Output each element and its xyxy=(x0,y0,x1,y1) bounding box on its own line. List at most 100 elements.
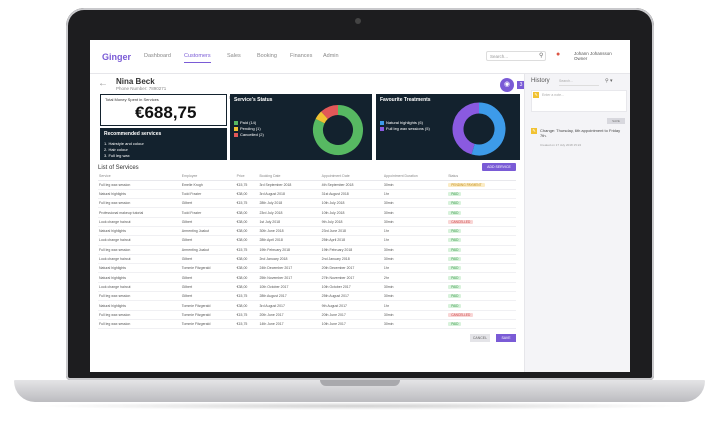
donut-slice xyxy=(452,102,480,155)
table-row[interactable]: Natural highlights Tommie Fitzgerald €38,0… xyxy=(98,263,516,274)
table-cell: €15,75 xyxy=(235,245,259,255)
nav-finances[interactable]: Finances xyxy=(290,53,313,59)
table-row[interactable]: Professional makeup tutorial Todd Frazier… xyxy=(98,207,516,218)
table-row[interactable]: Natural highlights Tommie Fitzgerald €38,0… xyxy=(98,300,516,311)
table-cell: PENDING PAYMENT xyxy=(447,180,516,190)
table-row[interactable]: Look change haircut Gilbert €38,00 1st July… xyxy=(98,217,516,228)
table-row[interactable]: Look change haircut Gilbert €38,00 28th Apr… xyxy=(98,235,516,246)
history-search-icon[interactable]: ⚲ ▾ xyxy=(605,78,613,84)
table-cell: Tommie Fitzgerald xyxy=(180,300,236,311)
table-cell: PAID xyxy=(447,300,516,311)
table-cell: Natural highlights xyxy=(98,226,181,237)
history-search-input[interactable]: Search... xyxy=(559,79,599,86)
table-cell: Emelie Krogh xyxy=(180,180,236,190)
nav-booking[interactable]: Booking xyxy=(257,53,277,59)
cancel-button[interactable]: CANCEL xyxy=(470,334,490,342)
history-note-input[interactable]: ✎ Enter a note... xyxy=(531,90,627,112)
legend-swatch xyxy=(380,126,384,131)
note-icon: ✎ xyxy=(533,92,539,98)
status-badge: PAID xyxy=(448,257,462,262)
table-cell: Natural highlights xyxy=(98,189,181,200)
save-button[interactable]: SAVE xyxy=(496,334,516,342)
favourite-treatments-card: Favourite Treatments Natural highlights … xyxy=(376,94,520,160)
table-cell: PAID xyxy=(447,245,516,255)
table-cell: €38,00 xyxy=(235,235,259,246)
nav-sales[interactable]: Sales xyxy=(227,53,241,59)
table-cell: 30th June 2018 xyxy=(258,226,321,237)
table-row[interactable]: Full leg wax session Tommie Fitzgerald €15… xyxy=(98,310,516,320)
column-header[interactable]: Appointment Duration xyxy=(382,173,448,181)
table-cell: 1hr xyxy=(382,189,448,200)
column-header[interactable]: Price xyxy=(235,173,259,181)
table-cell: 10th July 2018 xyxy=(320,207,383,218)
search-icon[interactable]: ⚲ xyxy=(539,53,544,59)
donut-slice xyxy=(321,105,339,120)
table-cell: 20th December 2017 xyxy=(320,263,383,274)
status-badge: PAID xyxy=(448,284,462,289)
table-row[interactable]: Look change haircut Gilbert €38,00 10th Oct… xyxy=(98,282,516,293)
donut-slice xyxy=(313,105,363,155)
table-cell: Natural highlights xyxy=(98,272,181,283)
nav-dashboard[interactable]: Dashboard xyxy=(144,53,171,59)
table-cell: 1hr xyxy=(382,300,448,311)
table-cell: 28th August 2017 xyxy=(258,291,321,302)
table-cell: 1hr xyxy=(382,226,448,237)
table-cell: 23rd July 2018 xyxy=(258,207,321,218)
table-cell: €15,75 xyxy=(235,319,259,330)
table-row[interactable]: Full leg wax session Gilbert €15,75 28th Au… xyxy=(98,291,516,302)
legend-label: Pending (1) xyxy=(240,126,261,131)
column-header[interactable]: Service xyxy=(98,173,181,181)
basket-button[interactable]: ◉ xyxy=(500,78,514,92)
basket-count-badge: 3 xyxy=(517,81,525,89)
service-status-title: Service's Status xyxy=(234,97,273,103)
add-service-button[interactable]: ADD SERVICE xyxy=(482,163,516,171)
back-arrow-icon[interactable]: ← xyxy=(98,78,108,89)
history-entry-date: Created on 17 July 2018 15:24 xyxy=(540,143,582,147)
column-header[interactable]: Employee xyxy=(180,173,236,181)
table-row[interactable]: Full leg wax session Gilbert €15,75 28th Ju… xyxy=(98,198,516,209)
table-row[interactable]: Natural highlights Armenting Joakut €38,00… xyxy=(98,226,516,237)
note-placeholder: Enter a note... xyxy=(542,93,564,97)
column-header[interactable]: Status xyxy=(447,173,516,181)
table-cell: PAID xyxy=(447,207,516,218)
table-row[interactable]: Full leg wax session Armenting Joakut €15,… xyxy=(98,245,516,255)
notification-bell-icon[interactable]: ● xyxy=(556,51,561,58)
table-row[interactable]: Natural highlights Gilbert €38,00 25th Nove… xyxy=(98,272,516,283)
app-screen: Ginger Dashboard Customers Sales Booking… xyxy=(90,40,630,372)
nav-customers[interactable]: Customers xyxy=(184,53,211,63)
status-badge: PENDING PAYMENT xyxy=(448,182,485,187)
global-search-input[interactable]: Search... xyxy=(486,51,546,61)
table-cell: 1hr xyxy=(382,235,448,246)
service-status-donut-chart xyxy=(313,105,363,155)
table-row[interactable]: Full leg wax session Tommie Fitzgerald €15… xyxy=(98,319,516,330)
table-cell: 1hr xyxy=(382,263,448,274)
table-cell: €38,00 xyxy=(235,272,259,283)
table-cell: 30min xyxy=(382,180,448,190)
table-cell: 28th July 2018 xyxy=(258,198,321,209)
services-list-title: List of Services xyxy=(98,165,139,171)
table-cell: €15,75 xyxy=(235,310,259,320)
nav-admin[interactable]: Admin xyxy=(323,53,339,59)
table-cell: 20th June 2017 xyxy=(258,310,321,320)
column-header[interactable]: Booking Date xyxy=(258,173,321,181)
table-cell: 10th October 2017 xyxy=(320,282,383,293)
table-row[interactable]: Natural highlights Todd Frazier €38,00 3rd … xyxy=(98,189,516,200)
history-save-button[interactable]: SAVE xyxy=(607,118,625,124)
table-row[interactable]: Look change haircut Gilbert €38,00 2nd Janu… xyxy=(98,254,516,265)
legend-full-leg-wax: Full leg wax sessions (5) xyxy=(380,126,430,131)
total-spent-label: Total Money Spent in Services xyxy=(105,97,159,102)
table-cell: Tommie Fitzgerald xyxy=(180,319,236,330)
column-header[interactable]: Appointment Date xyxy=(320,173,383,181)
app-logo[interactable]: Ginger xyxy=(102,52,132,62)
table-cell: PAID xyxy=(447,235,516,246)
laptop-base xyxy=(14,380,705,402)
table-cell: 30min xyxy=(382,254,448,265)
table-row[interactable]: Full leg wax session Emelie Krogh €15,75 3r… xyxy=(98,180,516,190)
table-cell: 25th August 2017 xyxy=(320,291,383,302)
user-menu[interactable]: Johann Johansson Owner xyxy=(574,51,612,61)
legend-pending: Pending (1) xyxy=(234,126,261,131)
legend-cancelled: Cancelled (2) xyxy=(234,132,264,137)
laptop-notch xyxy=(320,380,400,386)
table-cell: Full leg wax session xyxy=(98,245,181,255)
table-cell: Todd Frazier xyxy=(180,189,236,200)
